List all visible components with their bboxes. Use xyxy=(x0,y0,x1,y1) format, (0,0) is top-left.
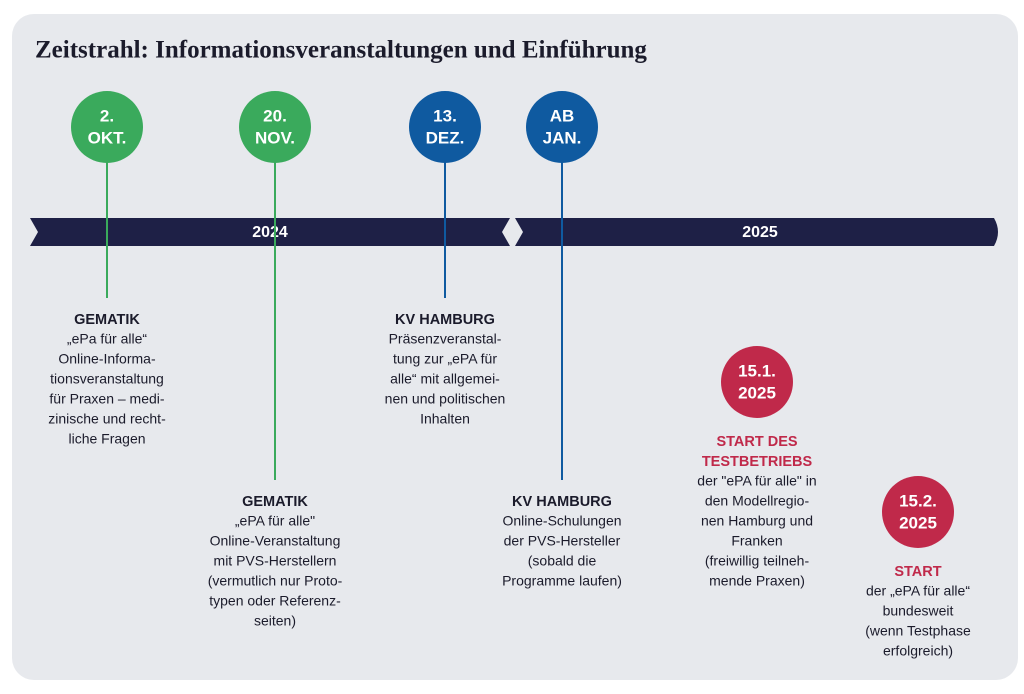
event-text: (wenn Testphase xyxy=(865,623,971,639)
event-text: Präsenzveranstal- xyxy=(389,331,502,347)
event-text: bundesweit xyxy=(883,603,954,619)
date-label: AB xyxy=(550,106,575,125)
date-label: 20. xyxy=(263,106,287,125)
date-circle xyxy=(882,476,954,548)
event-text: mende Praxen) xyxy=(709,573,805,589)
event-text: tionsveranstaltung xyxy=(50,371,164,387)
event-text: (sobald die xyxy=(528,553,597,569)
event-heading: START DES xyxy=(716,434,797,450)
year-label: 2025 xyxy=(742,224,778,241)
date-circle xyxy=(526,91,598,163)
event-heading: KV HAMBURG xyxy=(512,494,612,510)
year-bar xyxy=(30,218,510,246)
event-text: Franken xyxy=(731,533,782,549)
event-text: (freiwillig teilneh- xyxy=(705,553,810,569)
date-circle xyxy=(71,91,143,163)
date-label: NOV. xyxy=(255,128,295,147)
date-label: JAN. xyxy=(543,128,582,147)
date-label: 15.2. xyxy=(899,491,937,510)
event-text: nen Hamburg und xyxy=(701,513,813,529)
event-text: Programme laufen) xyxy=(502,573,622,589)
event-text: Online-Schulungen xyxy=(502,513,621,529)
event-heading: GEMATIK xyxy=(242,494,308,510)
date-label: 2. xyxy=(100,106,114,125)
event-text: der „ePA für alle“ xyxy=(866,583,970,599)
date-circle xyxy=(721,346,793,418)
event-text: zinische und recht- xyxy=(48,411,166,427)
event-text: den Modellregio- xyxy=(705,493,810,509)
date-label: 2025 xyxy=(899,513,937,532)
event-text: erfolgreich) xyxy=(883,643,953,659)
date-label: OKT. xyxy=(88,128,127,147)
event-text: alle“ mit allgemei- xyxy=(390,371,500,387)
title: Zeitstrahl: Informationsveranstaltungen … xyxy=(35,37,647,64)
event-text: seiten) xyxy=(254,613,296,629)
event-text: Online-Informa- xyxy=(58,351,156,367)
date-circle xyxy=(239,91,311,163)
event-text: mit PVS-Herstellern xyxy=(214,553,337,569)
event-text: der "ePA für alle" in xyxy=(697,473,816,489)
event-heading: KV HAMBURG xyxy=(395,312,495,328)
date-label: 15.1. xyxy=(738,361,776,380)
year-bar xyxy=(515,218,998,246)
event-heading: START xyxy=(894,564,941,580)
event-text: tung zur „ePA für xyxy=(393,351,497,367)
event-text: nen und politischen xyxy=(385,391,506,407)
date-label: 2025 xyxy=(738,383,776,402)
event-text: „ePA für alle" xyxy=(235,513,315,529)
event-text: für Praxen – medi- xyxy=(49,391,164,407)
event-text: „ePa für alle“ xyxy=(67,331,147,347)
event-text: liche Fragen xyxy=(68,431,145,447)
event-text: (vermutlich nur Proto- xyxy=(208,573,343,589)
event-heading: GEMATIK xyxy=(74,312,140,328)
date-circle xyxy=(409,91,481,163)
date-label: 13. xyxy=(433,106,457,125)
event-text: Online-Veranstaltung xyxy=(210,533,341,549)
year-label: 2024 xyxy=(252,224,288,241)
event-heading: TESTBETRIEBS xyxy=(702,454,813,470)
event-text: Inhalten xyxy=(420,411,470,427)
event-text: der PVS-Hersteller xyxy=(504,533,621,549)
date-label: DEZ. xyxy=(426,128,465,147)
event-text: typen oder Referenz- xyxy=(209,593,341,609)
panel xyxy=(12,14,1018,680)
